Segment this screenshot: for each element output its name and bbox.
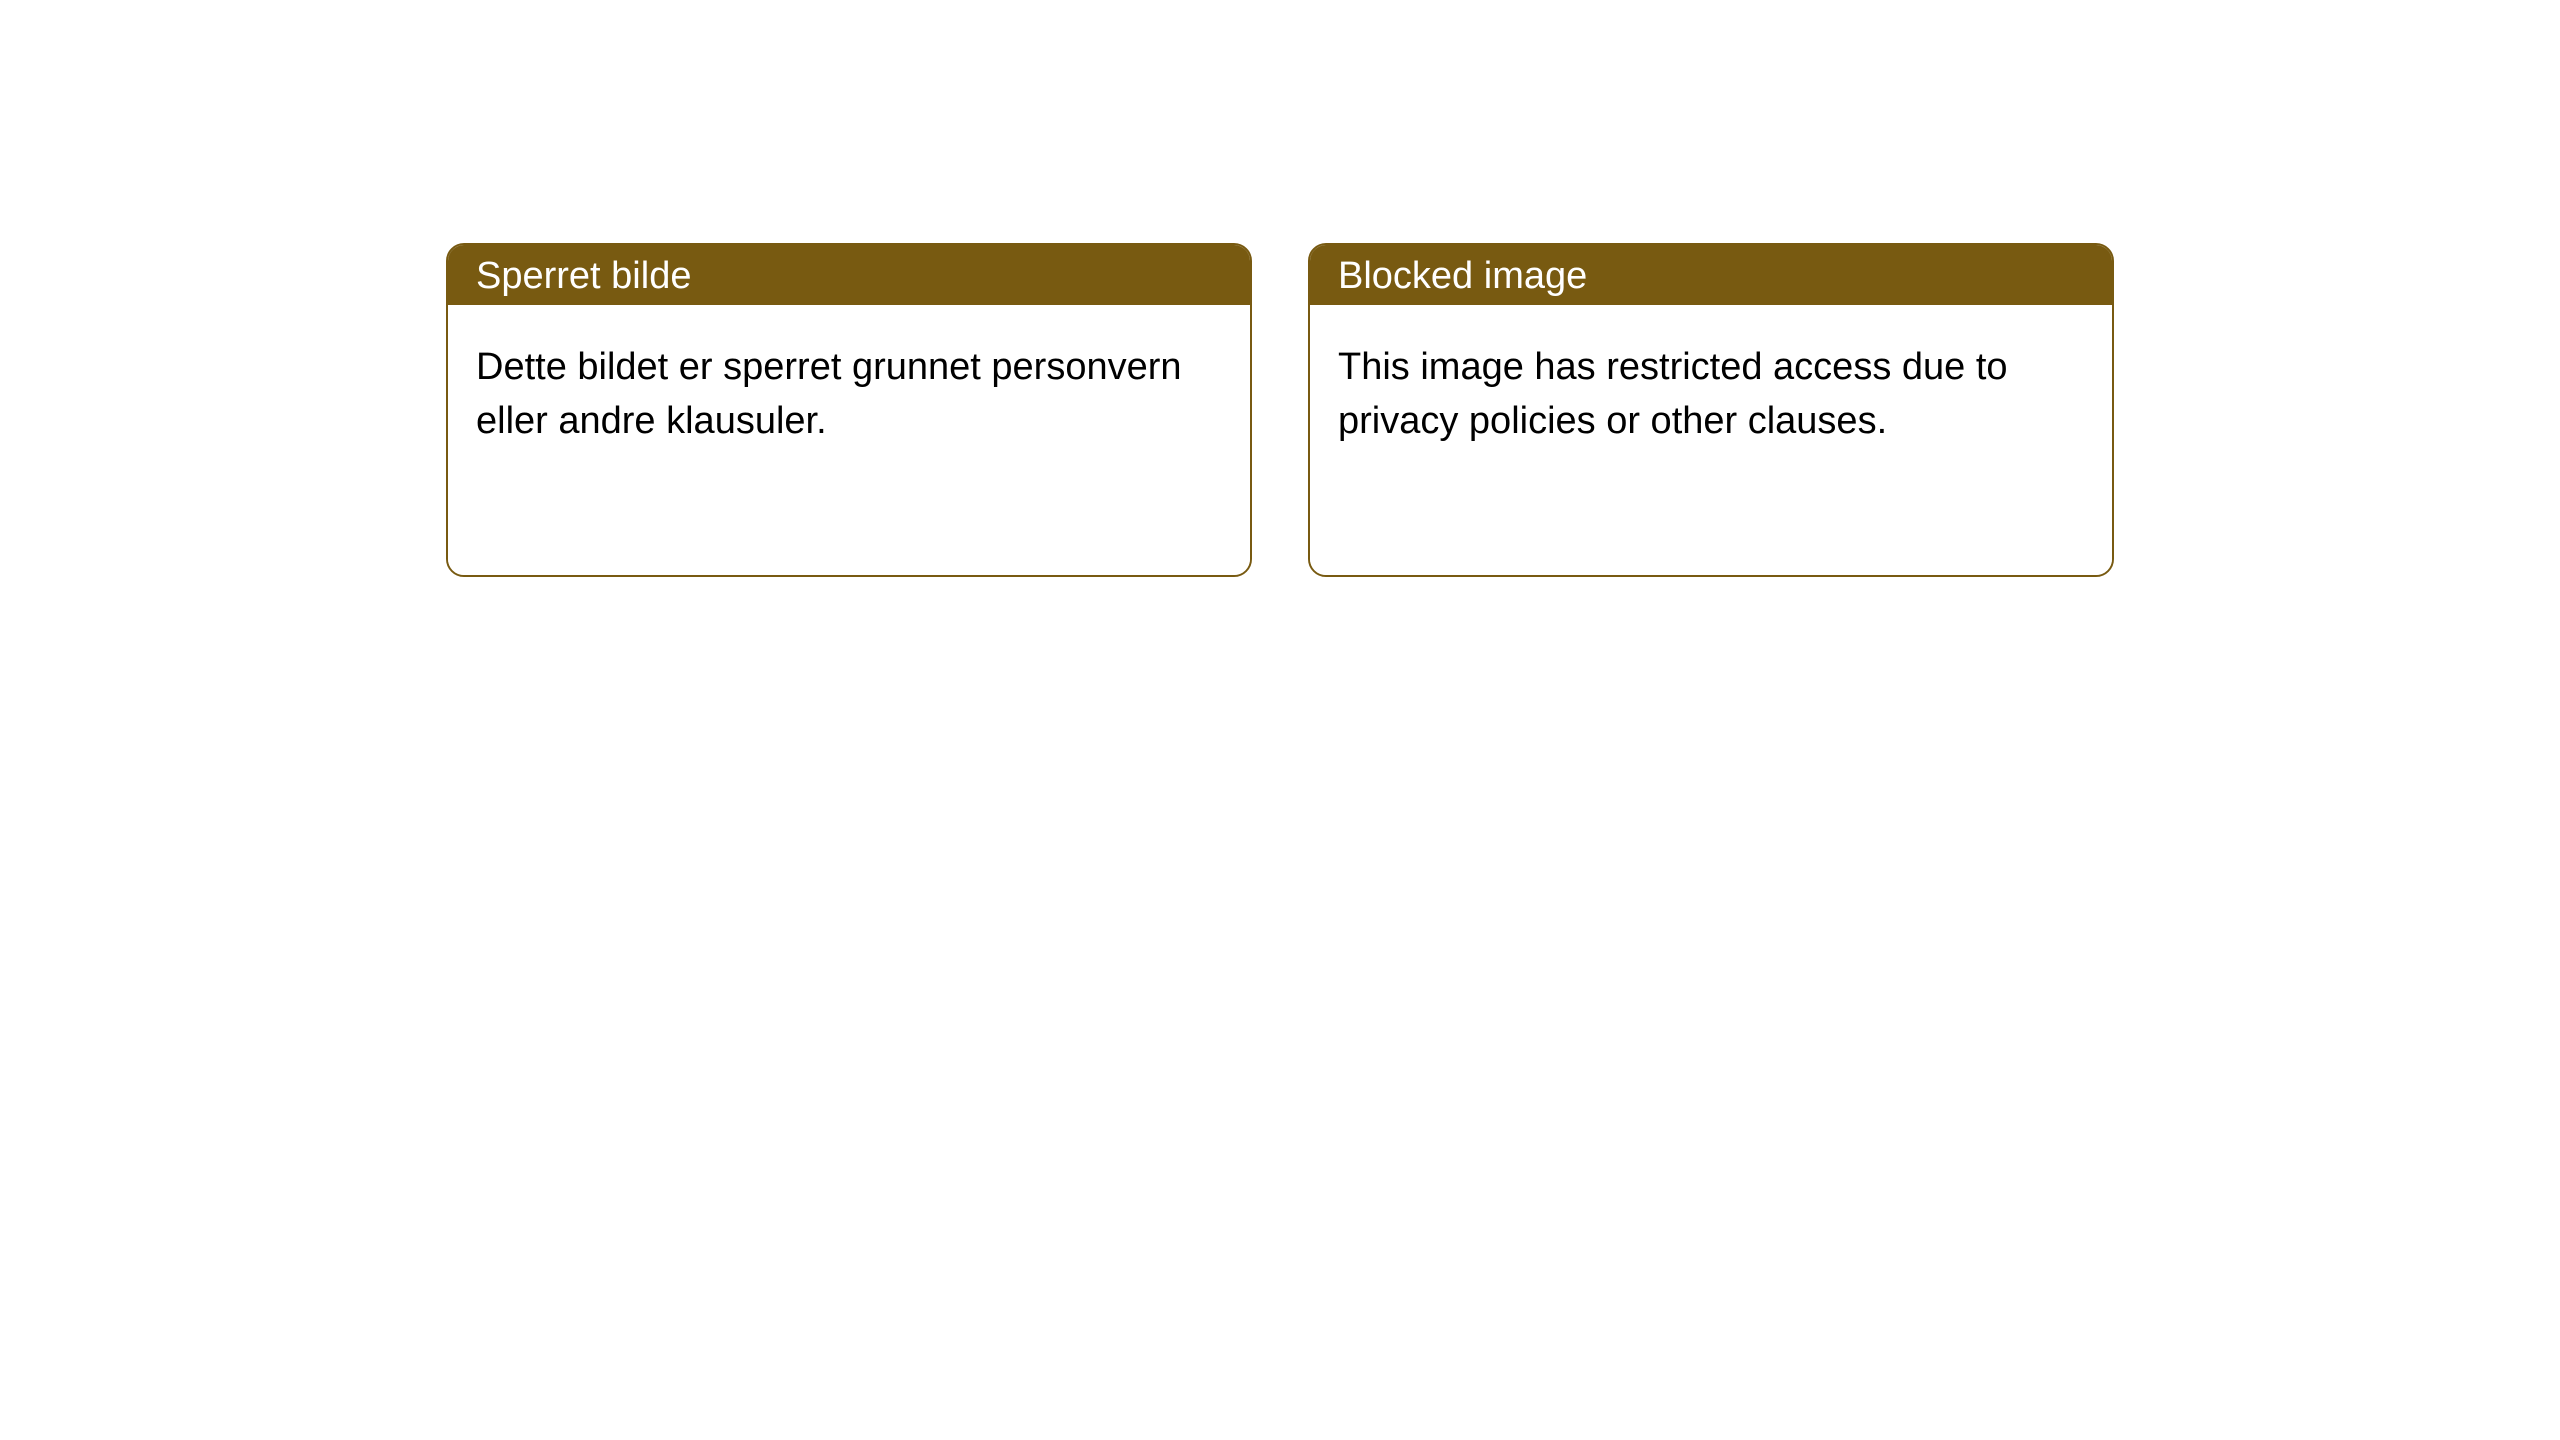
notice-title-norwegian: Sperret bilde [476,255,691,297]
notice-title-english: Blocked image [1338,255,1587,297]
notice-body-norwegian: Dette bildet er sperret grunnet personve… [448,305,1250,575]
notice-body-english: This image has restricted access due to … [1310,305,2112,575]
notice-container: Sperret bilde Dette bildet er sperret gr… [446,243,2114,577]
notice-text-english: This image has restricted access due to … [1338,346,2008,442]
notice-text-norwegian: Dette bildet er sperret grunnet personve… [476,346,1182,442]
notice-header-norwegian: Sperret bilde [448,245,1250,305]
notice-card-norwegian: Sperret bilde Dette bildet er sperret gr… [446,243,1252,577]
notice-header-english: Blocked image [1310,245,2112,305]
notice-card-english: Blocked image This image has restricted … [1308,243,2114,577]
